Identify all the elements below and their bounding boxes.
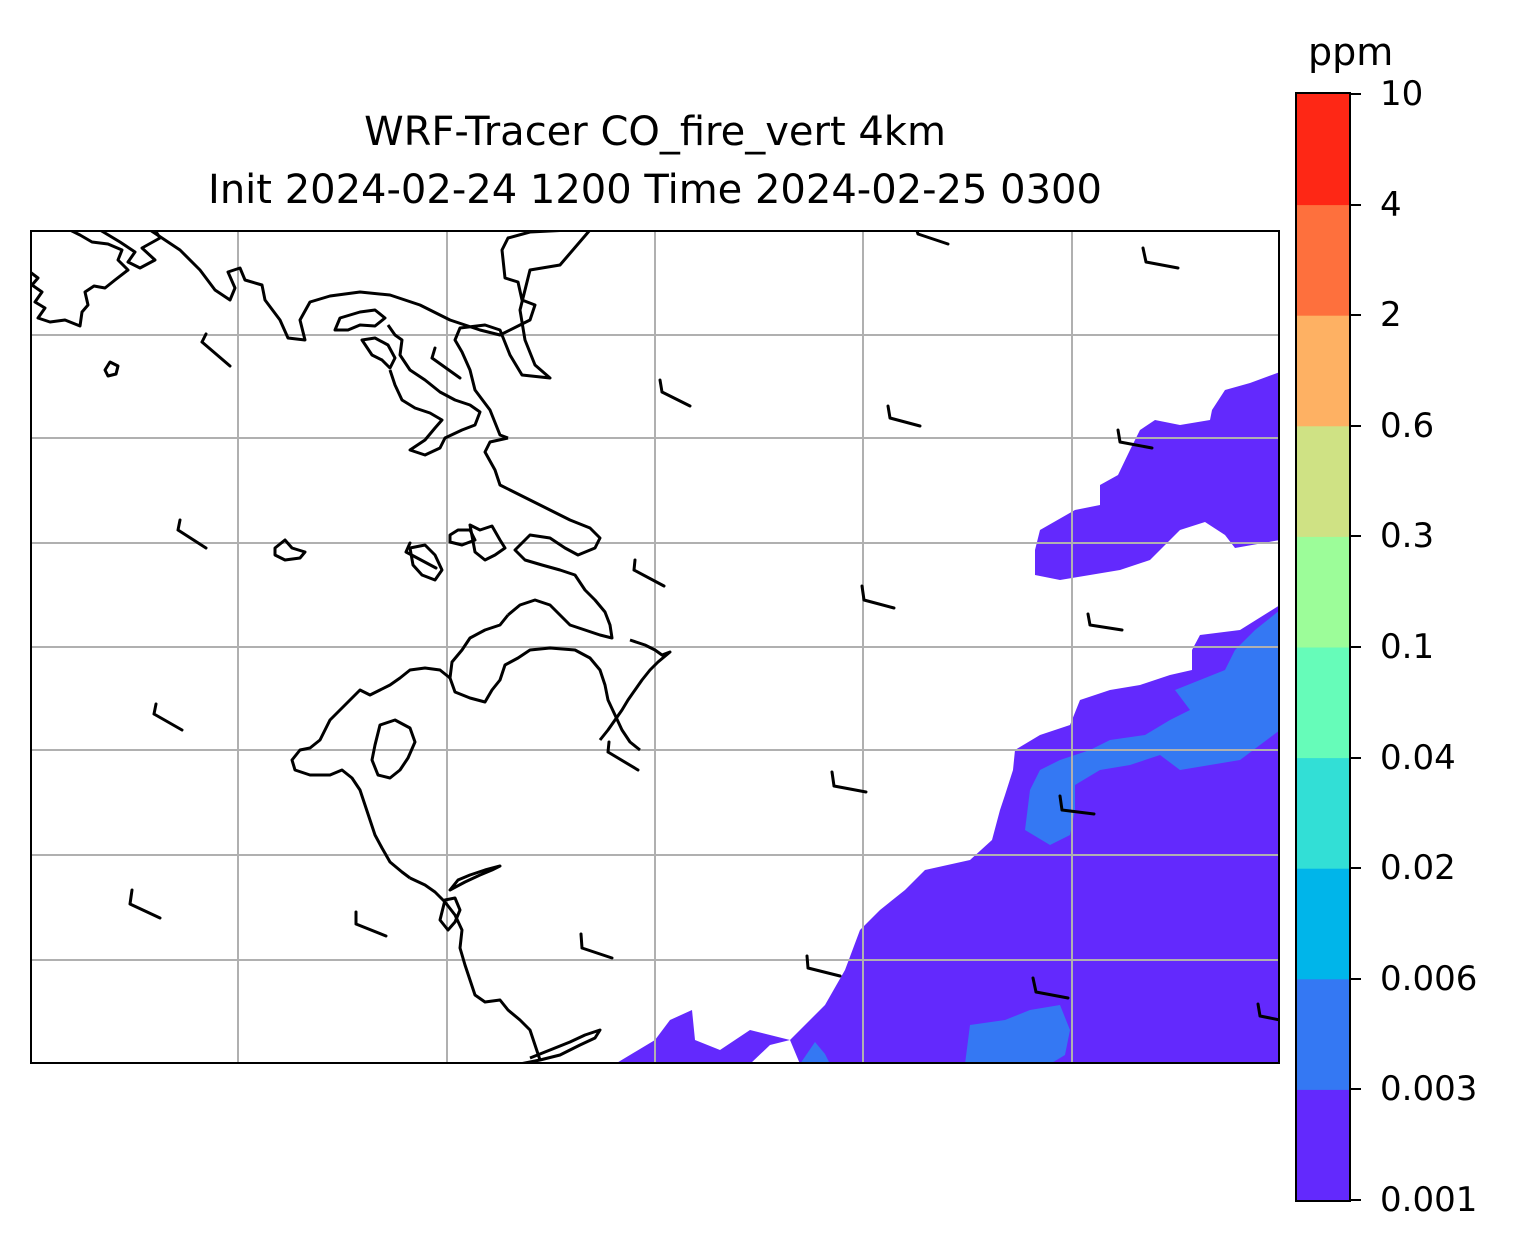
colorbar-segment bbox=[1297, 536, 1349, 648]
wind-barb bbox=[1058, 794, 1096, 816]
wind-barb bbox=[430, 346, 462, 380]
coastline-peninsula bbox=[149, 230, 592, 440]
colorbar-segment bbox=[1297, 757, 1349, 869]
wind-barb bbox=[1031, 976, 1070, 1000]
coastline-south-1 bbox=[409, 876, 542, 1061]
wind-barb bbox=[1086, 612, 1124, 632]
coastline-lakes bbox=[370, 718, 417, 780]
coastline-south-2 bbox=[448, 864, 502, 892]
wind-barb bbox=[176, 518, 208, 550]
colorbar-segment bbox=[1297, 868, 1349, 980]
wind-barb bbox=[404, 541, 438, 570]
coastline-west-bay bbox=[408, 543, 444, 582]
wind-barbs bbox=[128, 230, 1280, 1022]
map-gridlines bbox=[30, 230, 1280, 1064]
colorbar-segment bbox=[1297, 94, 1349, 206]
coastline-lower bbox=[448, 614, 641, 752]
chart-title-line-1: WRF-Tracer CO_fire_vert 4km bbox=[364, 109, 946, 155]
wind-barb bbox=[1141, 246, 1180, 270]
colorbar-tick-label: 4 bbox=[1380, 184, 1402, 225]
colorbar-tick-mark bbox=[1351, 1199, 1361, 1201]
colorbar-tick-mark bbox=[1351, 314, 1361, 317]
wind-barb bbox=[128, 888, 162, 920]
colorbar-tick-mark bbox=[1351, 93, 1361, 95]
wind-barb bbox=[830, 770, 868, 794]
contour-fill-level-1 bbox=[1035, 372, 1280, 580]
colorbar-tick-mark bbox=[1351, 535, 1361, 538]
wind-barb bbox=[860, 584, 896, 610]
colorbar-tick-label: 0.001 bbox=[1380, 1180, 1478, 1220]
colorbar-segment bbox=[1297, 978, 1349, 1090]
coastline-central bbox=[483, 436, 614, 640]
colorbar-tick-label: 10 bbox=[1380, 74, 1424, 114]
colorbar-segment bbox=[1297, 315, 1349, 427]
colorbar-segment bbox=[1297, 204, 1349, 316]
coastline-fjord-2 bbox=[386, 324, 482, 457]
contour-fill-level-2 bbox=[1025, 610, 1280, 845]
colorbar-segment bbox=[1297, 1089, 1349, 1201]
wind-barb bbox=[1116, 428, 1154, 450]
colorbar-segment bbox=[1297, 425, 1349, 537]
coastline-inlet bbox=[333, 308, 387, 332]
colorbar-unit-label: ppm bbox=[1308, 30, 1394, 74]
wind-barb bbox=[632, 558, 666, 588]
colorbar-tick-mark bbox=[1351, 646, 1361, 648]
colorbar-tick-mark bbox=[1351, 1088, 1361, 1091]
coastlines bbox=[30, 230, 672, 1064]
colorbar-tick-mark bbox=[1351, 977, 1361, 980]
colorbar-tick-mark bbox=[1351, 424, 1361, 427]
coastline-lower-left bbox=[290, 666, 451, 880]
wind-barb bbox=[579, 932, 614, 960]
wind-barb bbox=[200, 332, 232, 368]
colorbar-tick-mark bbox=[1351, 203, 1361, 206]
colorbar-tick-label: 0.006 bbox=[1380, 958, 1478, 999]
coastline-island-mid-2 bbox=[273, 538, 307, 562]
wind-barb bbox=[152, 702, 184, 732]
colorbar-tick-label: 0.003 bbox=[1380, 1069, 1478, 1110]
wind-barb bbox=[805, 954, 842, 978]
colorbar-tick-mark bbox=[1351, 756, 1361, 759]
coastline-west-coast bbox=[598, 638, 672, 741]
coastline-south-shore bbox=[468, 523, 507, 562]
wind-barb bbox=[1256, 1002, 1280, 1022]
wind-barb bbox=[658, 378, 692, 408]
colorbar-tick-label: 0.1 bbox=[1380, 627, 1435, 667]
map-svg[interactable] bbox=[30, 230, 1280, 1064]
wind-barb bbox=[354, 910, 388, 938]
colorbar bbox=[1295, 92, 1351, 1202]
coastline-south-3 bbox=[519, 1028, 602, 1064]
wind-barb bbox=[606, 740, 640, 772]
coastline-north-west bbox=[30, 230, 130, 328]
contour-gap bbox=[750, 1040, 800, 1064]
contour-fill-level-1-south bbox=[615, 605, 1280, 1064]
coastline-south-4 bbox=[438, 896, 462, 932]
colorbar-tick-label: 0.6 bbox=[1380, 405, 1435, 446]
coastline-fjord-1 bbox=[360, 336, 397, 370]
map-border bbox=[30, 230, 1280, 1064]
chart-title-line-2: Init 2024-02-24 1200 Time 2024-02-25 030… bbox=[208, 167, 1102, 213]
colorbar-svg bbox=[1295, 92, 1351, 1202]
coastline-north-bay bbox=[99, 230, 162, 270]
coastline-islands-mid bbox=[448, 528, 477, 547]
colorbar-segment bbox=[1297, 647, 1349, 759]
colorbar-tick-label: 0.3 bbox=[1380, 516, 1435, 557]
contour-fill-level-2-south-b bbox=[800, 1042, 830, 1064]
colorbar-tick-label: 0.04 bbox=[1380, 737, 1456, 778]
wind-barb bbox=[886, 404, 922, 428]
colorbar-tick-label: 0.02 bbox=[1380, 848, 1456, 889]
map-panel[interactable] bbox=[30, 230, 1280, 1064]
colorbar-tick-mark bbox=[1351, 867, 1361, 870]
coastline-island-small bbox=[103, 360, 120, 378]
colorbar-tick-label: 2 bbox=[1380, 295, 1402, 336]
contour-fill-level-2-south bbox=[965, 1005, 1070, 1064]
